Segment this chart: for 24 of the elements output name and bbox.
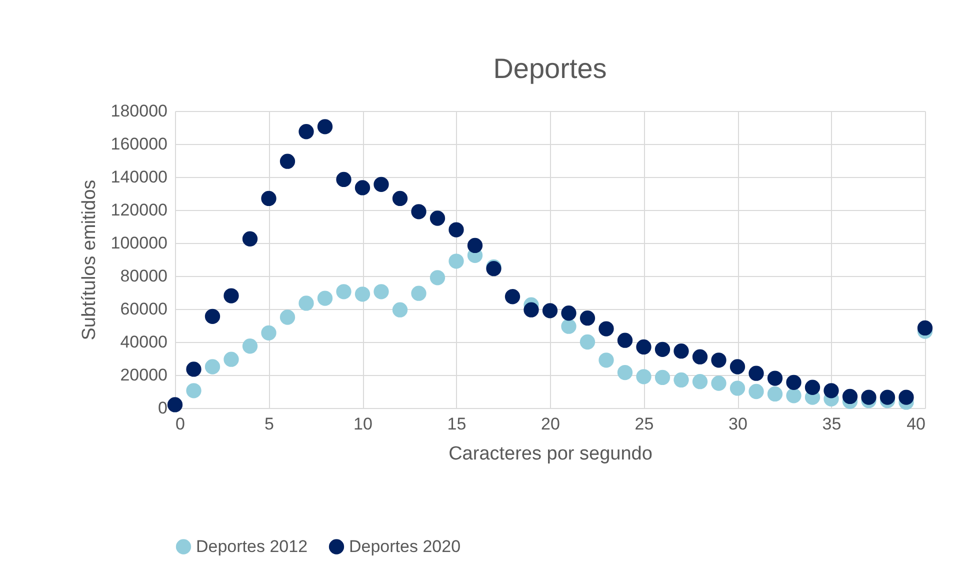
x-tick-label: 5 xyxy=(264,414,274,434)
x-tick-label: 10 xyxy=(354,414,372,434)
x-axis-title: Caracteres por segundo xyxy=(448,444,652,464)
x-tick-label: 35 xyxy=(822,414,842,434)
y-tick-label: 0 xyxy=(158,398,168,418)
y-tick-label: 180000 xyxy=(110,102,168,120)
y-axis-title: Subtítulos emitidos xyxy=(78,180,100,340)
x-tick-label: 15 xyxy=(447,414,466,434)
x-tick-label: 20 xyxy=(541,414,560,434)
y-tick-label: 40000 xyxy=(120,332,168,352)
legend-label: Deportes 2012 xyxy=(196,536,308,556)
x-tick-label: 30 xyxy=(728,414,748,434)
y-tick-label: 120000 xyxy=(110,200,168,220)
y-tick-label: 140000 xyxy=(110,168,168,186)
legend-label: Deportes 2020 xyxy=(349,536,461,556)
x-tick-label: 0 xyxy=(176,414,185,434)
y-tick-label: 80000 xyxy=(120,266,168,286)
y-tick-label: 160000 xyxy=(110,134,168,154)
y-tick-label: 60000 xyxy=(120,300,168,318)
y-tick-label: 100000 xyxy=(110,234,168,252)
chart-title: Deportes xyxy=(493,53,607,84)
x-tick-label: 40 xyxy=(906,414,926,434)
x-tick-label: 25 xyxy=(634,414,654,434)
y-tick-label: 20000 xyxy=(120,366,168,384)
